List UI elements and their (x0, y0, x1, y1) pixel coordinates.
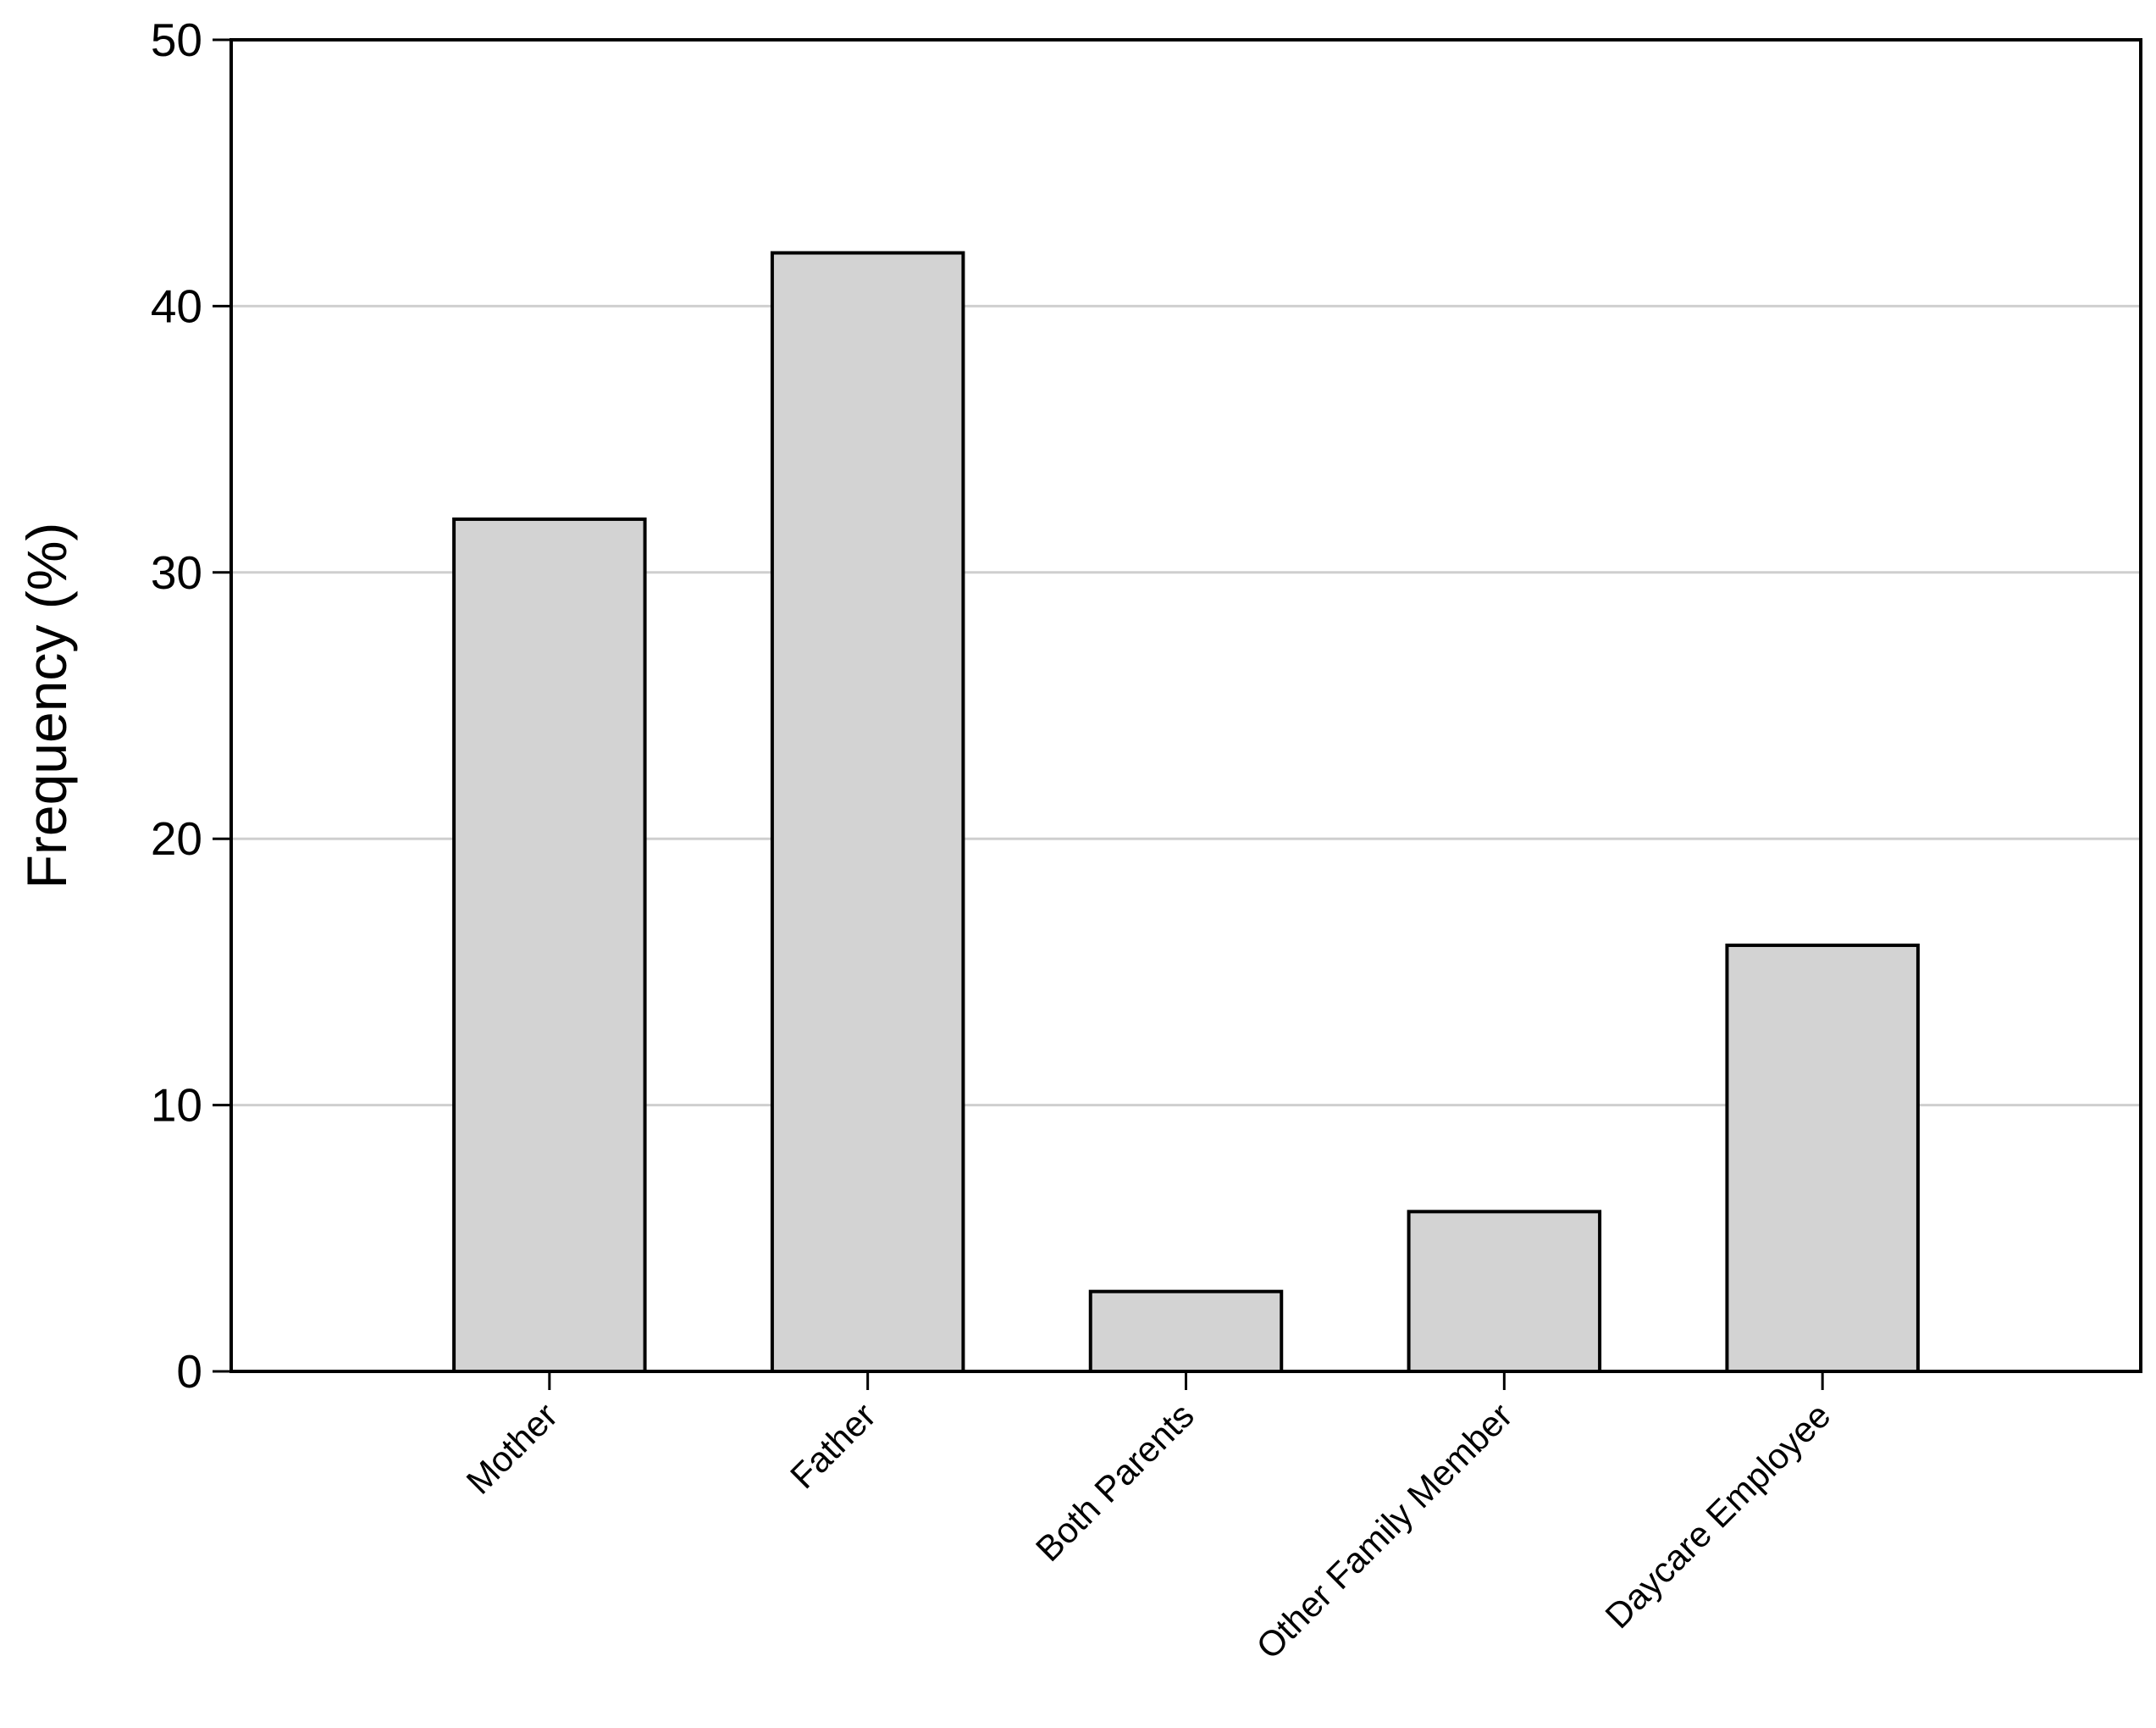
bar (1725, 943, 1920, 1373)
y-tick-label: 30 (151, 546, 202, 599)
y-axis-label: Frequency (%) (15, 523, 78, 889)
x-tick-label: Mother (459, 1395, 566, 1502)
bar (452, 517, 647, 1373)
bar (770, 251, 965, 1373)
y-tick-label: 40 (151, 280, 202, 332)
x-tick-label: Daycare Employee (1597, 1395, 1838, 1636)
y-tick-label: 0 (176, 1345, 202, 1398)
y-tick-label: 10 (151, 1079, 202, 1132)
x-tick-label: Father (782, 1395, 883, 1496)
y-tick-label: 50 (151, 14, 202, 66)
x-tick-label: Both Parents (1028, 1395, 1202, 1569)
bar (1407, 1210, 1602, 1373)
y-tick-label: 20 (151, 812, 202, 865)
x-tick-label: Other Family Member (1248, 1395, 1519, 1666)
plot-frame (229, 38, 2142, 1373)
bar (1088, 1289, 1284, 1374)
